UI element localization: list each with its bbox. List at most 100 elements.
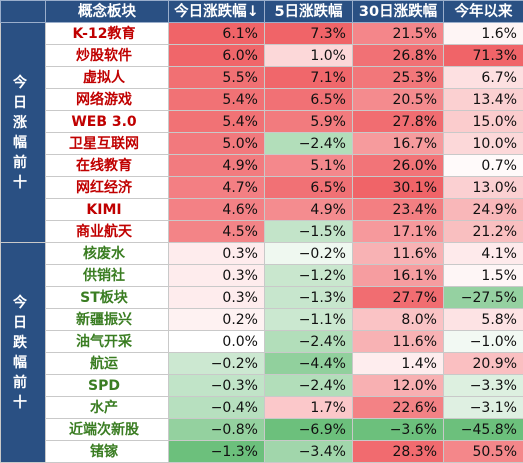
cell-d5: −3.4% xyxy=(264,440,353,463)
sector-name-cell[interactable]: 炒股软件 xyxy=(45,44,169,67)
sector-name-cell[interactable]: 新疆振兴 xyxy=(45,308,169,331)
table-row: 网红经济 4.7% 6.5% 30.1% 13.0% xyxy=(1,176,523,199)
sector-name-cell[interactable]: 虚拟人 xyxy=(45,66,169,89)
sector-name-cell[interactable]: SPD xyxy=(45,374,169,397)
table-row: WEB 3.0 5.4% 5.9% 27.8% 15.0% xyxy=(1,110,523,133)
header-today-change[interactable]: 今日涨跌幅↓ xyxy=(168,0,265,23)
cell-d30: 30.1% xyxy=(352,176,444,199)
cell-d1: −0.8% xyxy=(168,418,265,441)
cell-d30: 8.0% xyxy=(352,308,444,331)
table-row: ST板块 0.3% −1.3% 27.7% −27.5% xyxy=(1,286,523,309)
cell-d1: 5.5% xyxy=(168,66,265,89)
cell-ytd: 1.6% xyxy=(443,22,523,45)
cell-d5: 7.3% xyxy=(264,22,353,45)
cell-d30: 11.6% xyxy=(352,242,444,265)
sector-name-cell[interactable]: ST板块 xyxy=(45,286,169,309)
cell-d5: −2.4% xyxy=(264,330,353,353)
group-label-top-losers: 今日跌幅前十 xyxy=(0,242,46,463)
cell-d30: 20.5% xyxy=(352,88,444,111)
cell-d1: −0.4% xyxy=(168,396,265,419)
table-row: 今日跌幅前十 核废水 0.3% −0.2% 11.6% 4.1% xyxy=(0,242,523,463)
cell-d5: −1.1% xyxy=(264,308,353,331)
sector-name-cell[interactable]: 商业航天 xyxy=(45,220,169,243)
cell-d30: 21.5% xyxy=(352,22,444,45)
sector-name-cell[interactable]: 水产 xyxy=(45,396,169,419)
header-30day-change[interactable]: 30日涨跌幅 xyxy=(352,0,444,23)
cell-ytd: 0.7% xyxy=(443,154,523,177)
cell-d5: −1.2% xyxy=(264,264,353,287)
cell-ytd: 71.3% xyxy=(443,44,523,67)
cell-d5: 6.5% xyxy=(264,88,353,111)
sector-name-cell[interactable]: 卫星互联网 xyxy=(45,132,169,155)
cell-ytd: −3.1% xyxy=(443,396,523,419)
table-row: 虚拟人 5.5% 7.1% 25.3% 6.7% xyxy=(1,66,523,89)
cell-d5: −1.5% xyxy=(264,220,353,243)
sector-name-cell[interactable]: KIMI xyxy=(45,198,169,221)
cell-d30: 1.4% xyxy=(352,352,444,375)
cell-ytd: 20.9% xyxy=(443,352,523,375)
cell-d1: 5.0% xyxy=(168,132,265,155)
sector-name-cell[interactable]: WEB 3.0 xyxy=(45,110,169,133)
sector-name-cell[interactable]: 核废水 xyxy=(45,242,169,265)
cell-ytd: 50.5% xyxy=(443,440,523,463)
cell-d1: 4.9% xyxy=(168,154,265,177)
header-row: 概念板块 今日涨跌幅↓ 5日涨跌幅 30日涨跌幅 今年以来 xyxy=(0,0,523,23)
cell-d30: 11.6% xyxy=(352,330,444,353)
sector-name-cell[interactable]: 近端次新股 xyxy=(45,418,169,441)
cell-d5: 1.7% xyxy=(264,396,353,419)
cell-d1: 4.6% xyxy=(168,198,265,221)
cell-ytd: 24.9% xyxy=(443,198,523,221)
cell-d1: −1.3% xyxy=(168,440,265,463)
cell-d30: 16.1% xyxy=(352,264,444,287)
sector-name-cell[interactable]: 航运 xyxy=(45,352,169,375)
header-5day-change[interactable]: 5日涨跌幅 xyxy=(264,0,353,23)
cell-d1: −0.3% xyxy=(168,374,265,397)
cell-d30: 17.1% xyxy=(352,220,444,243)
cell-d5: 4.9% xyxy=(264,198,353,221)
cell-ytd: 6.7% xyxy=(443,66,523,89)
cell-ytd: 13.0% xyxy=(443,176,523,199)
table-row: 新疆振兴 0.2% −1.1% 8.0% 5.8% xyxy=(1,308,523,331)
cell-d30: 26.8% xyxy=(352,44,444,67)
sector-name-cell[interactable]: 锗镓 xyxy=(45,440,169,463)
cell-d30: 27.7% xyxy=(352,286,444,309)
cell-d30: 28.3% xyxy=(352,440,444,463)
group-label-text: 今日跌幅前十 xyxy=(12,294,27,411)
table-row: 今日涨幅前十 K-12教育 6.1% 7.3% 21.5% 1.6% xyxy=(0,22,523,243)
cell-d5: 5.1% xyxy=(264,154,353,177)
table-row: 航运 −0.2% −4.4% 1.4% 20.9% xyxy=(1,352,523,375)
cell-d1: 0.2% xyxy=(168,308,265,331)
cell-d30: 23.4% xyxy=(352,198,444,221)
cell-d30: 26.0% xyxy=(352,154,444,177)
cell-d30: 25.3% xyxy=(352,66,444,89)
sector-name-cell[interactable]: 在线教育 xyxy=(45,154,169,177)
cell-ytd: 10.0% xyxy=(443,132,523,155)
cell-ytd: 13.4% xyxy=(443,88,523,111)
header-concept-sector[interactable]: 概念板块 xyxy=(45,0,169,23)
cell-d1: 4.5% xyxy=(168,220,265,243)
table-row: 油气开采 0.0% −2.4% 11.6% −1.0% xyxy=(1,330,523,353)
cell-ytd: 21.2% xyxy=(443,220,523,243)
cell-d1: 5.4% xyxy=(168,110,265,133)
group-label-text: 今日涨幅前十 xyxy=(12,74,27,191)
cell-d5: −1.3% xyxy=(264,286,353,309)
table-row: 锗镓 −1.3% −3.4% 28.3% 50.5% xyxy=(1,440,523,463)
table-row: 网络游戏 5.4% 6.5% 20.5% 13.4% xyxy=(1,88,523,111)
sector-name-cell[interactable]: 网红经济 xyxy=(45,176,169,199)
cell-d5: −2.4% xyxy=(264,374,353,397)
cell-d5: −4.4% xyxy=(264,352,353,375)
cell-d1: 5.4% xyxy=(168,88,265,111)
cell-d30: 16.7% xyxy=(352,132,444,155)
cell-d1: 0.3% xyxy=(168,286,265,309)
header-ytd-change[interactable]: 今年以来 xyxy=(443,0,523,23)
cell-d1: 6.1% xyxy=(168,22,265,45)
cell-ytd: −27.5% xyxy=(443,286,523,309)
sector-name-cell[interactable]: K-12教育 xyxy=(45,22,169,45)
sector-name-cell[interactable]: 供销社 xyxy=(45,264,169,287)
sector-name-cell[interactable]: 油气开采 xyxy=(45,330,169,353)
cell-d30: 22.6% xyxy=(352,396,444,419)
table-row: SPD −0.3% −2.4% 12.0% −3.3% xyxy=(1,374,523,397)
cell-d1: 6.0% xyxy=(168,44,265,67)
sector-name-cell[interactable]: 网络游戏 xyxy=(45,88,169,111)
